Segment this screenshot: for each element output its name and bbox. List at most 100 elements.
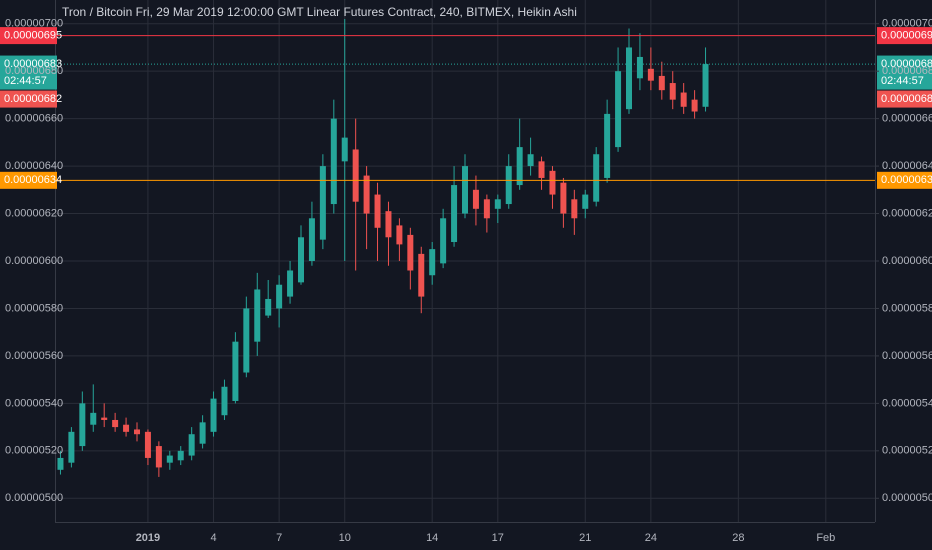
candle-body [440,218,447,264]
y-tick-label: 0.00000640 [5,160,63,172]
candle-body [177,450,184,461]
candle-body [702,64,709,107]
candle-body [308,218,315,261]
y-tick-label: 0.00000520 [882,445,932,457]
candle-body [396,225,403,245]
y-tick-label: 0.00000600 [5,255,63,267]
candle-body [516,147,523,186]
price-label-box [877,27,932,45]
price-label-box [0,27,57,45]
candle-body [112,419,119,428]
candles [57,18,709,477]
candle-body [254,289,261,342]
candle-body [134,429,140,435]
price-label-box [0,171,57,189]
candle-body [385,211,392,238]
x-tick-label: Feb [816,532,835,544]
x-tick-label: 14 [426,532,438,544]
price-label: 0.00000682 [4,93,62,105]
candle-body [374,194,381,228]
candle-body [363,175,370,214]
candle-body [101,417,108,420]
candle-body [243,308,250,373]
candle-body [494,199,501,209]
countdown-label: 02:44:57 [4,75,47,87]
candle-body [352,149,359,202]
candle-body [560,182,567,214]
price-label: 0.00000682 [881,93,932,105]
candle-body [210,398,217,432]
candle-body [462,166,468,214]
candle-body [221,386,228,416]
x-tick-label: 4 [210,532,216,544]
candle-body [669,83,676,100]
candle-body [341,137,348,162]
x-tick-label: 24 [645,532,657,544]
y-tick-label: 0.00000580 [882,302,932,314]
y-tick-label: 0.00000660 [882,113,932,125]
candle-body [472,189,479,209]
y-tick-label: 0.00000560 [5,350,63,362]
y-tick-label: 0.00000700 [5,18,63,30]
candle-body [188,434,195,456]
axes: 0.00000500 0.00000500 0.00000520 0.00000520… [5,18,932,544]
price-label-box [877,55,932,90]
candle-body [483,199,490,219]
price-label: 0.00000695 [881,29,932,41]
candle-body [691,99,698,112]
x-tick-label: 21 [579,532,591,544]
y-tick-label: 0.00000620 [882,207,932,219]
candle-body [287,270,294,297]
candle-body [429,249,436,276]
candle-body [680,92,687,107]
y-tick-label: 0.00000700 [882,18,932,30]
y-tick-label: 0.00000580 [5,302,63,314]
candle-body [330,118,337,205]
candle-body [155,446,162,468]
y-tick-label: 0.00000600 [882,255,932,267]
y-tick-label: 0.00000640 [882,160,932,172]
candle-body [658,75,665,91]
candle-body [319,166,326,240]
candle-body [68,431,75,463]
x-tick-label: 17 [492,532,504,544]
candle-body [298,237,304,283]
candle-body [615,71,622,148]
price-label: 0.00000683 [881,58,932,70]
candle-body [538,161,545,178]
candle-body [647,68,654,81]
price-label-box [877,90,932,108]
price-label: 0.00000634 [881,174,932,186]
candle-body [232,341,239,401]
y-tick-label: 0.00000620 [5,207,63,219]
candle-body [604,113,611,178]
y-tick-label: 0.00000680 [882,65,932,77]
candle-body [582,194,589,209]
candle-body [199,422,206,444]
y-tick-label: 0.00000540 [882,397,932,409]
candle-body [57,457,64,470]
y-tick-label: 0.00000500 [5,492,63,504]
candle-body [407,234,414,271]
y-tick-label: 0.00000500 [882,492,932,504]
price-label-box [0,55,57,90]
candle-body [636,56,643,79]
countdown-label: 02:44:57 [881,75,924,87]
candle-body [79,403,86,447]
price-label-box [877,171,932,189]
price-label: 0.00000634 [4,174,62,186]
candle-body [265,298,272,316]
candle-body [123,424,130,432]
candle-body [549,170,556,195]
candle-body [505,166,512,205]
candle-body [527,154,534,167]
price-label: 0.00000683 [4,58,62,70]
y-tick-label: 0.00000660 [5,113,63,125]
candle-body [571,199,578,219]
price-lines: 0.000006950.000006950.0000068302:44:570.… [0,27,932,189]
candle-body [418,253,425,297]
candle-body [451,185,458,243]
price-label: 0.00000695 [4,29,62,41]
